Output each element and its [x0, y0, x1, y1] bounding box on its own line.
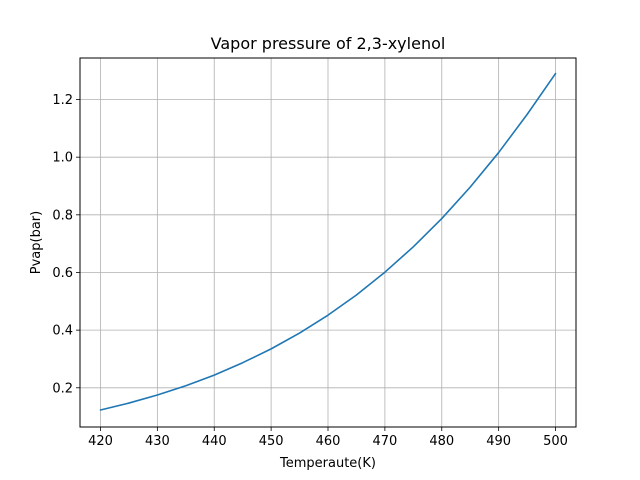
series-layer: [99, 72, 557, 411]
y-tick-label: 0.4: [52, 324, 73, 339]
y-tick-label: 0.6: [52, 266, 73, 281]
grid: [80, 58, 576, 427]
x-tick-label: 430: [145, 434, 170, 449]
y-tick-label: 0.8: [52, 208, 73, 223]
x-tick-label: 470: [372, 434, 397, 449]
x-tick-label: 490: [486, 434, 511, 449]
x-tick-label: 480: [429, 434, 454, 449]
y-axis: 0.2 0.4 0.6 0.8 1.0 1.2: [52, 93, 80, 396]
chart-title: Vapor pressure of 2,3-xylenol: [211, 34, 446, 53]
x-tick-label: 450: [259, 434, 284, 449]
x-tick-label: 500: [543, 434, 568, 449]
y-axis-label: Pvap(bar): [29, 211, 44, 274]
y-tick-label: 1.2: [52, 93, 73, 108]
series-line: [99, 72, 557, 411]
y-tick-label: 0.2: [52, 381, 73, 396]
x-axis: 420 430 440 450 460 470 480 490 500: [88, 427, 568, 449]
x-axis-label: Temperaute(K): [279, 456, 376, 471]
x-tick-label: 440: [202, 434, 227, 449]
x-tick-label: 420: [88, 434, 113, 449]
y-tick-label: 1.0: [52, 151, 73, 166]
x-tick-label: 460: [316, 434, 341, 449]
